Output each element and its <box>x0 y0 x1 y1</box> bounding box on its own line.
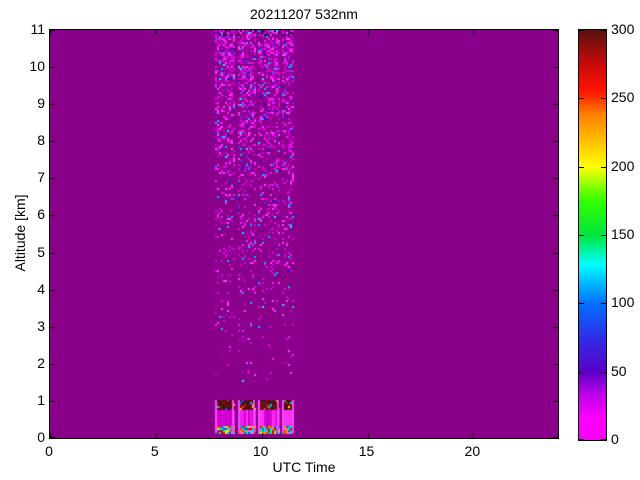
colorbar-tick <box>579 30 584 31</box>
colorbar-tick <box>579 303 584 304</box>
colorbar-tick <box>579 167 584 168</box>
y-tick-label: 7 <box>37 169 45 186</box>
colorbar-tick <box>579 372 584 373</box>
y-tick-label: 5 <box>37 243 45 260</box>
colorbar-tick <box>601 439 606 440</box>
x-tick-label: 15 <box>358 443 375 459</box>
colorbar-tick-label: 200 <box>611 157 635 174</box>
y-tick-label: 8 <box>37 132 45 149</box>
y-tick-label: 3 <box>37 317 45 334</box>
y-tick-label: 9 <box>37 95 45 112</box>
x-tick-label: 5 <box>150 443 159 459</box>
y-tick-label: 1 <box>37 391 45 408</box>
colorbar-tick-label: 300 <box>611 21 635 37</box>
plot-area <box>49 29 559 439</box>
y-tick-label: 2 <box>37 354 45 371</box>
colorbar-tick <box>601 235 606 236</box>
x-tick-label: 10 <box>252 443 269 459</box>
colorbar-tick <box>601 167 606 168</box>
colorbar-tick <box>579 439 584 440</box>
colorbar-tick-label: 100 <box>611 294 635 311</box>
y-axis-label: Altitude [km] <box>12 194 28 272</box>
colorbar <box>578 29 607 441</box>
colorbar-tick <box>601 303 606 304</box>
colorbar-tick-label: 50 <box>611 362 627 379</box>
colorbar-tick-label: 150 <box>611 226 635 242</box>
x-tick-label: 0 <box>45 443 53 459</box>
colorbar-tick-label: 0 <box>611 431 619 447</box>
y-tick-label: 4 <box>37 280 45 297</box>
colorbar-tick <box>601 98 606 99</box>
y-tick-label: 10 <box>29 58 45 75</box>
colorbar-tick <box>601 372 606 373</box>
chart-title: 20211207 532nm <box>250 6 358 22</box>
colorbar-tick <box>579 235 584 236</box>
y-tick-label: 0 <box>37 429 45 445</box>
heatmap-canvas <box>50 30 558 438</box>
colorbar-tick <box>601 30 606 31</box>
colorbar-tick <box>579 98 584 99</box>
y-tick-label: 11 <box>30 21 45 37</box>
y-tick-label: 6 <box>37 206 45 223</box>
x-axis-label: UTC Time <box>272 459 336 475</box>
colorbar-tick-label: 250 <box>611 89 635 106</box>
x-tick-label: 20 <box>464 443 481 459</box>
